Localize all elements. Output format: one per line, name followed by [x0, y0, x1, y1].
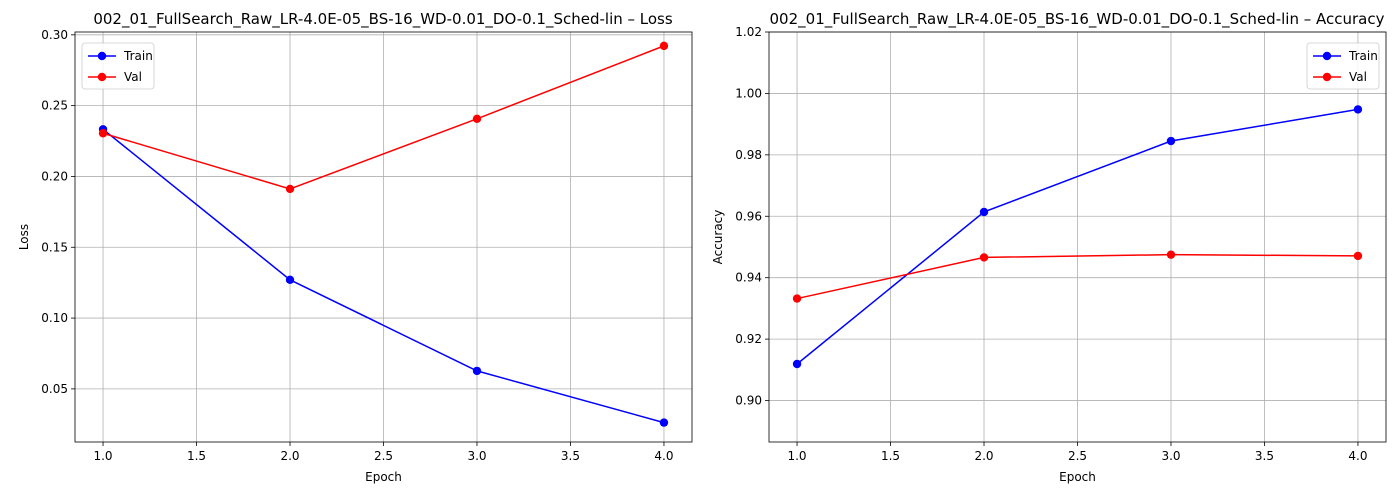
data-point-train: [1353, 105, 1363, 114]
series-line-val: [102, 45, 665, 190]
series-line-val: [796, 253, 1358, 300]
series-line-train: [796, 108, 1359, 365]
y-tick-label: 0.94: [735, 271, 762, 285]
x-tick-label: 2.0: [974, 449, 993, 463]
data-point-val: [659, 41, 669, 51]
y-tick-label: 0.15: [41, 240, 68, 254]
x-tick-label: 4.0: [654, 449, 673, 463]
legend-label-val: Val: [124, 70, 142, 84]
x-tick-label: 2.5: [374, 449, 393, 463]
data-point-train: [792, 359, 802, 369]
x-axis-label: Epoch: [1059, 470, 1096, 484]
x-tick-label: 3.5: [1255, 449, 1274, 463]
y-tick-label: 0.10: [41, 311, 68, 325]
x-axis-label: Epoch: [365, 470, 402, 484]
x-tick-label: 1.5: [187, 449, 206, 463]
x-tick-label: 2.5: [1068, 449, 1087, 463]
x-tick-label: 3.0: [1161, 449, 1180, 463]
data-point-val: [472, 114, 482, 124]
legend: Train Val: [81, 42, 155, 90]
y-axis-label: Loss: [17, 224, 31, 250]
x-tick-label: 2.0: [280, 449, 299, 463]
chart-panel-2: 1.0 1.5 2.0 2.5 3.0 3.5 4.0 0.90 0.92 0.94 0.96 0.9…: [711, 10, 1387, 484]
y-tick-label: 0.20: [41, 169, 68, 183]
x-tick-label: 3.5: [561, 449, 580, 463]
x-tick-label: 1.0: [93, 449, 112, 463]
data-point-val: [98, 129, 108, 138]
data-point-train: [659, 418, 669, 427]
x-tick-label: 4.0: [1348, 449, 1367, 463]
y-tick-label: 0.90: [735, 394, 762, 408]
x-tick-label: 1.5: [881, 449, 900, 463]
series-line-train: [102, 128, 665, 424]
data-point-train: [979, 207, 989, 217]
legend: Train Val: [1306, 42, 1380, 90]
y-tick-label: 0.96: [735, 209, 762, 223]
y-tick-label: 0.30: [41, 28, 68, 42]
legend-marker-train: [97, 51, 107, 61]
y-tick-label: 0.05: [41, 382, 68, 396]
data-point-val: [285, 184, 295, 194]
chart-title: 002_01_FullSearch_Raw_LR-4.0E-05_BS-16_W…: [93, 10, 673, 29]
chart-title: 002_01_FullSearch_Raw_LR-4.0E-05_BS-16_W…: [770, 10, 1385, 29]
y-tick-label: 1.02: [735, 25, 762, 39]
data-point-train: [285, 275, 295, 285]
legend-label-train: Train: [123, 49, 153, 63]
y-tick-label: 1.00: [735, 86, 762, 100]
legend-label-train: Train: [1348, 49, 1378, 63]
legend-marker-train: [1322, 51, 1332, 61]
y-tick-label: 0.98: [735, 148, 762, 162]
chart-panel-1: 1.0 1.5 2.0 2.5 3.0 3.5 4.0 0.05 0.10 0.15 0.20 0.2…: [17, 10, 693, 484]
data-point-train: [472, 366, 482, 376]
data-point-val: [1353, 251, 1363, 261]
data-point-val: [979, 253, 989, 262]
data-point-val: [792, 294, 802, 303]
legend-label-val: Val: [1349, 70, 1367, 84]
legend-marker-val: [97, 72, 107, 82]
data-point-val: [1166, 250, 1176, 259]
y-tick-label: 0.92: [735, 332, 762, 346]
legend-marker-val: [1322, 72, 1332, 82]
y-tick-label: 0.25: [41, 99, 68, 113]
x-tick-label: 3.0: [467, 449, 486, 463]
data-point-train: [1166, 136, 1176, 146]
x-tick-label: 1.0: [787, 449, 806, 463]
y-axis-label: Accuracy: [711, 210, 725, 265]
